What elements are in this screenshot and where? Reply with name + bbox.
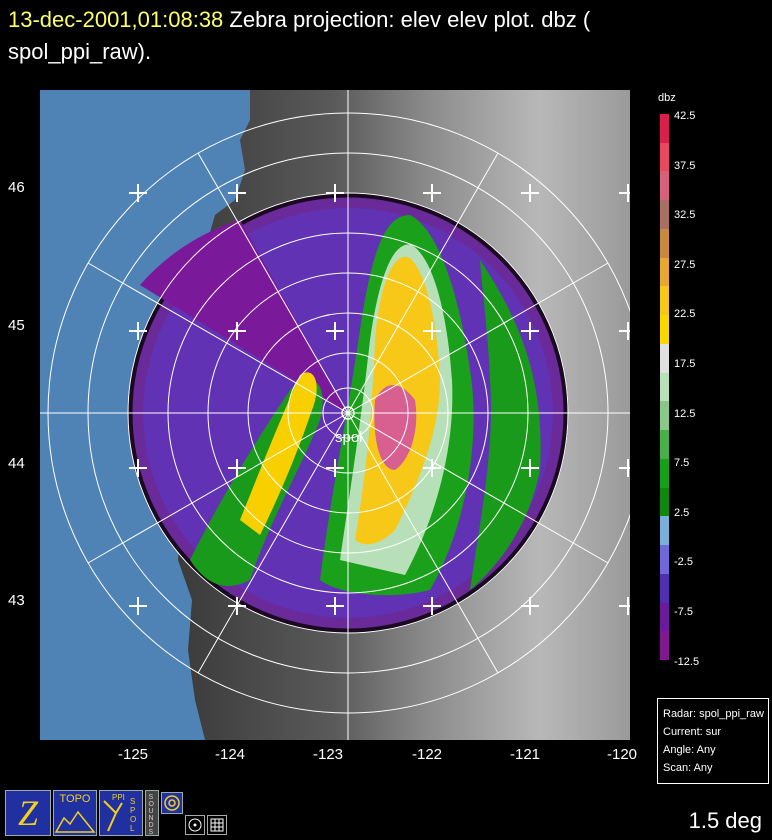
colorbar-swatch <box>660 487 669 517</box>
radar-site-label: spol <box>335 429 363 446</box>
sounds-icon[interactable]: SOUNDS <box>145 790 159 836</box>
plot-title: 13-dec-2001,01:08:38 Zebra projection: e… <box>8 4 768 68</box>
colorbar-swatch <box>660 171 669 201</box>
colorbar-label: 22.5 <box>674 308 696 321</box>
colorbar-swatch <box>660 114 669 144</box>
zebra-z-icon[interactable]: Z <box>5 790 51 836</box>
colorbar-label: 2.5 <box>674 506 690 519</box>
echo-core <box>374 385 417 470</box>
lon-label-122: -122 <box>412 746 443 763</box>
colorbar-label: 37.5 <box>674 159 696 172</box>
colorbar-swatch <box>660 343 669 374</box>
ppi-spol-icon[interactable]: PPI SPOL <box>99 790 143 836</box>
colorbar-label: 12.5 <box>674 407 696 420</box>
lon-label-120: -120 <box>607 746 638 763</box>
colorbar-swatch <box>660 315 669 345</box>
radar-site-icon <box>341 406 355 420</box>
radar-dish-icon <box>103 800 123 832</box>
lat-label-46: 46 <box>8 179 25 196</box>
info-radar: Radar: spol_ppi_raw <box>663 708 764 720</box>
plot-title-line2: spol_ppi_raw). <box>8 39 152 64</box>
colorbar-swatch <box>660 372 669 402</box>
info-scan: Scan: Any <box>663 762 713 774</box>
mountain-icon <box>54 810 96 833</box>
colorbar-swatch <box>660 228 669 259</box>
radar-info-box: Radar: spol_ppi_raw Current: sur Angle: … <box>657 698 769 784</box>
colorbar-swatch <box>660 286 669 316</box>
colorbar-label: -12.5 <box>674 655 700 668</box>
lat-label-44: 44 <box>8 455 25 472</box>
colorbar-label: 42.5 <box>674 110 696 122</box>
colorbar-label: 17.5 <box>674 358 696 370</box>
info-current: Current: sur <box>663 726 722 738</box>
latlon-grid-markers <box>129 184 630 615</box>
info-angle: Angle: Any <box>663 744 716 756</box>
lon-label-123: -123 <box>313 746 344 763</box>
colorbar-swatch <box>660 458 669 489</box>
colorbar-swatch <box>660 200 669 230</box>
colorbar-swatch <box>660 257 669 287</box>
elevation-angle: 1.5 deg <box>688 808 762 833</box>
lon-label-121: -121 <box>510 746 541 763</box>
lon-label-125: -125 <box>118 746 149 763</box>
colorbar-label: -7.5 <box>674 606 693 618</box>
colorbar-swatch <box>660 401 669 431</box>
colorbar-swatch <box>660 631 669 661</box>
colorbar-swatch <box>660 545 669 575</box>
lat-label-43: 43 <box>8 592 25 609</box>
plot-title-line1: Zebra projection: elev elev plot. dbz ( <box>229 7 591 32</box>
colorbar-label: 32.5 <box>674 209 696 222</box>
colorbar-swatch <box>660 430 669 460</box>
target-icon[interactable] <box>185 815 205 835</box>
lat-label-45: 45 <box>8 317 25 334</box>
colorbar-label: -2.5 <box>674 556 693 569</box>
topo-icon[interactable]: TOPO <box>53 790 97 836</box>
colorbar-swatch <box>660 516 669 546</box>
colorbar-label: 7.5 <box>674 457 690 470</box>
lon-label-124: -124 <box>215 746 246 763</box>
grid-icon[interactable] <box>207 815 227 835</box>
colorbar-swatch <box>660 573 669 604</box>
colorbar-swatch <box>660 602 669 632</box>
wheel-icon[interactable] <box>161 792 183 814</box>
colorbar-swatch <box>660 142 669 172</box>
plot-timestamp: 13-dec-2001,01:08:38 <box>8 7 224 32</box>
colorbar-units: dbz <box>658 92 676 104</box>
colorbar-label: 27.5 <box>674 258 696 271</box>
